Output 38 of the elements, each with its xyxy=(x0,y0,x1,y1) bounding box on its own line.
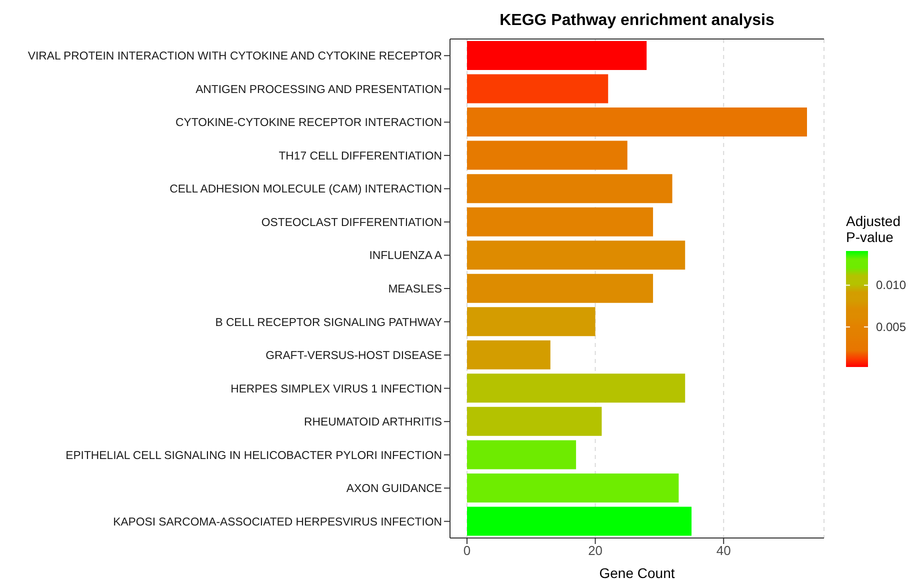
bar xyxy=(467,140,628,170)
y-tick-label: B CELL RECEPTOR SIGNALING PATHWAY xyxy=(215,316,442,329)
y-tick-label: EPITHELIAL CELL SIGNALING IN HELICOBACTER PYLORI INFECTION xyxy=(66,450,442,462)
color-bar-title: Adjusted P-value xyxy=(846,213,902,245)
y-tick-label: KAPOSI SARCOMA-ASSOCIATED HERPESVIRUS INFECTION xyxy=(113,516,442,528)
y-tick-label: CELL ADHESION MOLECULE (CAM) INTERACTION xyxy=(170,184,442,196)
x-tick-label: 40 xyxy=(716,543,731,558)
x-tick-label: 0 xyxy=(463,543,471,558)
bar xyxy=(467,274,654,303)
y-tick-label: TH17 CELL DIFFERENTIATION xyxy=(278,150,442,162)
y-tick-label: INFLUENZA A xyxy=(369,250,442,262)
chart-title: KEGG Pathway enrichment analysis xyxy=(498,12,776,30)
y-tick-label: MEASLES xyxy=(388,284,442,296)
bar xyxy=(467,174,672,204)
bar xyxy=(467,440,576,470)
y-tick-label: AXON GUIDANCE xyxy=(346,483,442,496)
bar xyxy=(467,74,608,104)
y-tick-label: VIRAL PROTEIN INTERACTION WITH CYTOKINE AND CYTOKINE RECEPTOR xyxy=(28,50,442,63)
bar xyxy=(467,506,692,536)
y-tick-label: GRAFT-VERSUS-HOST DISEASE xyxy=(266,350,442,362)
bar xyxy=(467,406,602,436)
bar xyxy=(467,108,807,137)
y-tick-label: ANTIGEN PROCESSING AND PRESENTATION xyxy=(196,84,442,96)
bar xyxy=(467,374,686,403)
y-tick-label: CYTOKINE-CYTOKINE RECEPTOR INTERACTION xyxy=(176,117,442,130)
bar xyxy=(467,473,679,502)
color-bar-label: 0.010 xyxy=(876,278,906,292)
bar xyxy=(467,307,596,336)
bar xyxy=(467,340,550,370)
y-tick-label: HERPES SIMPLEX VIRUS 1 INFECTION xyxy=(230,383,442,396)
bar xyxy=(467,207,654,236)
x-axis-title: Gene Count xyxy=(599,565,675,580)
y-tick-label: OSTEOCLAST DIFFERENTIATION xyxy=(261,216,442,229)
bar xyxy=(467,40,647,70)
color-bar-label: 0.005 xyxy=(876,320,906,334)
bar xyxy=(467,240,686,270)
y-tick-label: RHEUMATOID ARTHRITIS xyxy=(304,416,442,429)
x-tick-label: 20 xyxy=(588,543,603,558)
